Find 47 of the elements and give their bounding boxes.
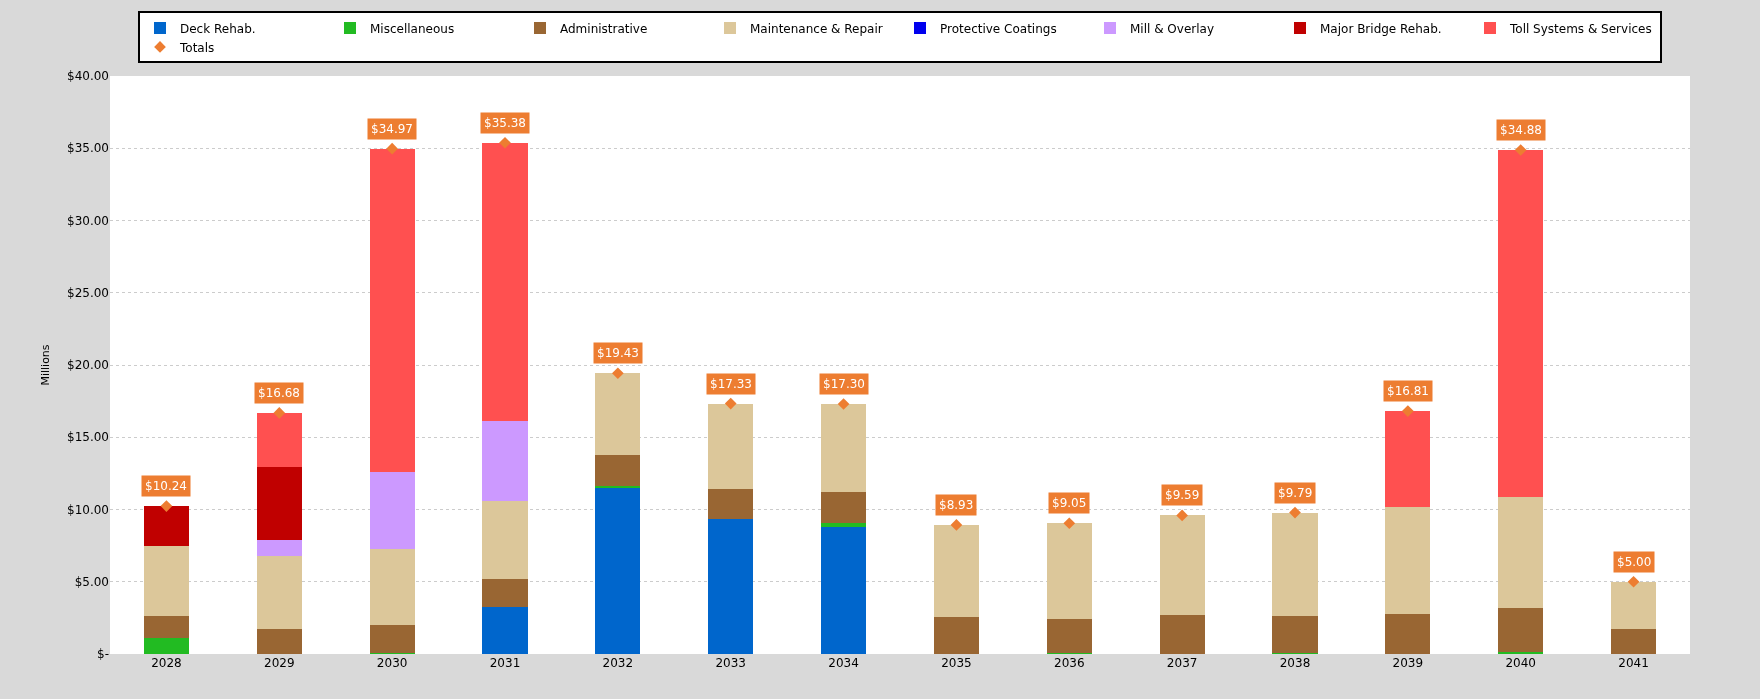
legend-label: Deck Rehab. — [180, 21, 256, 36]
x-tick-label: 2036 — [1054, 656, 1085, 670]
legend-label: Major Bridge Rehab. — [1320, 21, 1442, 36]
y-tick-label: $20.00 — [67, 358, 109, 373]
y-tick-label: $40.00 — [67, 69, 109, 84]
data-label: $17.33 — [710, 377, 752, 391]
legend-label: Totals — [179, 40, 215, 55]
data-label: $9.05 — [1052, 496, 1087, 510]
legend-label: Miscellaneous — [370, 21, 455, 36]
legend-label: Maintenance & Repair — [750, 21, 883, 36]
legend-label: Protective Coatings — [940, 21, 1057, 36]
x-tick-label: 2030 — [376, 656, 408, 670]
x-tick-label: 2038 — [1279, 656, 1311, 670]
data-label: $17.30 — [823, 377, 865, 391]
data-label: $9.79 — [1278, 486, 1313, 500]
legend-label: Mill & Overlay — [1130, 21, 1214, 36]
data-label: $9.59 — [1165, 488, 1200, 502]
x-tick-label: 2040 — [1505, 656, 1536, 670]
y-tick-label: $- — [97, 647, 109, 662]
x-tick-label: 2031 — [489, 656, 521, 670]
data-label: $35.38 — [484, 116, 526, 130]
data-label: $16.68 — [258, 386, 300, 400]
y-tick-label: $35.00 — [67, 141, 109, 156]
legend-label: Toll Systems & Services — [1509, 21, 1652, 36]
y-tick-label: $5.00 — [74, 574, 109, 589]
x-tick-label: 2035 — [941, 656, 972, 670]
x-tick-label: 2032 — [602, 656, 634, 670]
data-label: $8.93 — [939, 498, 974, 512]
y-tick-label: $30.00 — [67, 213, 109, 228]
y-tick-label: $25.00 — [67, 285, 109, 300]
data-label: $10.24 — [145, 479, 187, 493]
x-tick-label: 2033 — [715, 656, 746, 670]
y-axis-title: Millions — [38, 344, 52, 386]
data-label: $19.43 — [597, 346, 639, 360]
legend-label: Administrative — [560, 21, 648, 36]
data-label: $5.00 — [1617, 555, 1652, 569]
x-tick-label: 2034 — [828, 656, 859, 670]
data-label: $16.81 — [1387, 384, 1429, 398]
y-tick-label: $15.00 — [67, 430, 109, 445]
x-tick-label: 2041 — [1618, 656, 1649, 670]
data-label: $34.97 — [371, 122, 413, 136]
x-tick-label: 2028 — [151, 656, 182, 670]
x-tick-label: 2039 — [1392, 656, 1424, 670]
x-tick-label: 2029 — [264, 656, 295, 670]
data-label: $34.88 — [1500, 123, 1542, 137]
x-tick-label: 2037 — [1166, 656, 1198, 670]
y-tick-label: $10.00 — [67, 502, 109, 517]
